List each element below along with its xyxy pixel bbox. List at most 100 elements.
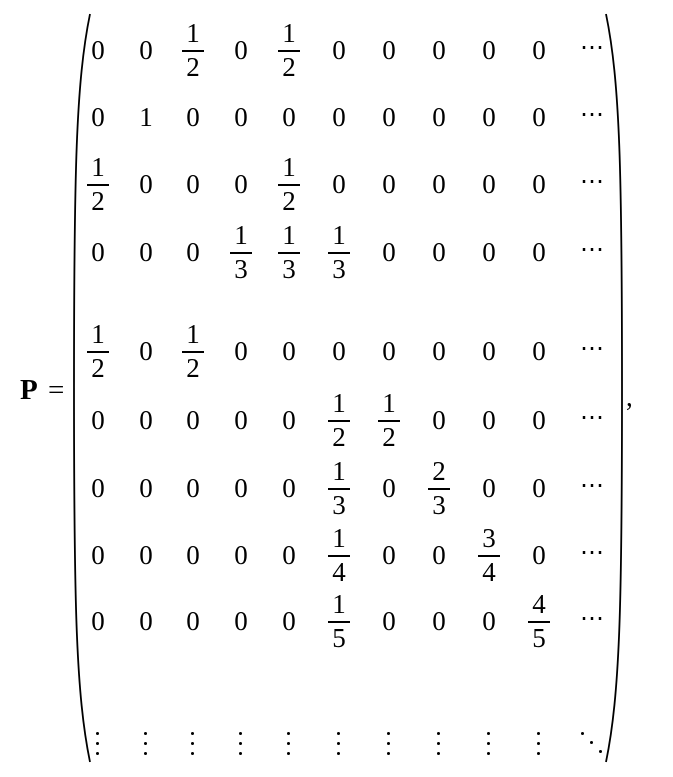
ddot bbox=[590, 741, 593, 744]
matrix-cell: 0 bbox=[532, 35, 546, 65]
vdot bbox=[387, 752, 390, 755]
fraction-numerator: 2 bbox=[432, 456, 446, 486]
fraction-denominator: 3 bbox=[332, 254, 346, 284]
matrix-cell: 0 bbox=[234, 405, 248, 435]
matrix-cell-hdots: ⋯ bbox=[580, 102, 604, 128]
vdot bbox=[287, 752, 290, 755]
matrix-cell-vdots bbox=[285, 730, 293, 758]
matrix-cell: 0 bbox=[482, 35, 496, 65]
fraction-denominator: 4 bbox=[332, 557, 346, 587]
vdot bbox=[537, 742, 540, 745]
matrix-cell: 0 bbox=[282, 405, 296, 435]
fraction-bar bbox=[478, 555, 500, 557]
vdot bbox=[487, 742, 490, 745]
matrix-cell: 0 bbox=[139, 473, 153, 503]
matrix-cell-hdots: ⋯ bbox=[580, 606, 604, 632]
matrix-cell: 0 bbox=[432, 606, 446, 636]
fraction-numerator: 3 bbox=[482, 523, 496, 553]
fraction-denominator: 2 bbox=[91, 186, 105, 216]
fraction-denominator: 3 bbox=[432, 490, 446, 520]
matrix-cell: 0 bbox=[234, 169, 248, 199]
matrix-cell: 0 bbox=[382, 237, 396, 267]
matrix-cell: 0 bbox=[532, 102, 546, 132]
matrix-cell: 0 bbox=[332, 169, 346, 199]
fraction-denominator: 2 bbox=[186, 353, 200, 383]
matrix-cell: 0 bbox=[432, 102, 446, 132]
matrix-cell: 0 bbox=[282, 473, 296, 503]
vdot bbox=[537, 752, 540, 755]
matrix-cell: 0 bbox=[382, 336, 396, 366]
vdot bbox=[191, 752, 194, 755]
matrix-cell: 0 bbox=[432, 405, 446, 435]
vdot bbox=[337, 732, 340, 735]
matrix-cell: 0 bbox=[432, 336, 446, 366]
matrix-cell-hdots: ⋯ bbox=[580, 540, 604, 566]
matrix-cell: 0 bbox=[91, 606, 105, 636]
fraction-bar bbox=[528, 621, 550, 623]
fraction-bar bbox=[230, 252, 252, 254]
matrix-cell-vdots bbox=[335, 730, 343, 758]
vdot bbox=[437, 732, 440, 735]
matrix-cell: 0 bbox=[532, 237, 546, 267]
vdot bbox=[487, 732, 490, 735]
fraction-bar bbox=[278, 50, 300, 52]
vdot bbox=[144, 742, 147, 745]
fraction-numerator: 1 bbox=[282, 152, 296, 182]
matrix-cell-hdots: ⋯ bbox=[580, 35, 604, 61]
matrix-cell: 0 bbox=[186, 540, 200, 570]
matrix-cell: 0 bbox=[432, 169, 446, 199]
matrix-cell-vdots bbox=[485, 730, 493, 758]
matrix-cell: 0 bbox=[139, 169, 153, 199]
fraction-denominator: 2 bbox=[282, 186, 296, 216]
matrix-cell: 0 bbox=[91, 405, 105, 435]
vdot bbox=[96, 742, 99, 745]
fraction-bar bbox=[328, 252, 350, 254]
vdot bbox=[96, 732, 99, 735]
fraction-denominator: 3 bbox=[234, 254, 248, 284]
matrix-cell: 0 bbox=[234, 336, 248, 366]
matrix-cell: 0 bbox=[432, 540, 446, 570]
fraction-bar bbox=[428, 488, 450, 490]
vdot bbox=[144, 732, 147, 735]
fraction-numerator: 1 bbox=[332, 523, 346, 553]
fraction-bar bbox=[328, 420, 350, 422]
vdot bbox=[239, 742, 242, 745]
matrix-cell-hdots: ⋯ bbox=[580, 336, 604, 362]
matrix-cell: 0 bbox=[332, 102, 346, 132]
matrix-cell: 0 bbox=[382, 473, 396, 503]
fraction-denominator: 4 bbox=[482, 557, 496, 587]
fraction-numerator: 1 bbox=[332, 220, 346, 250]
left-parenthesis bbox=[73, 13, 91, 763]
right-parenthesis bbox=[605, 13, 623, 763]
matrix-cell-ddots bbox=[579, 730, 605, 754]
matrix-cell: 0 bbox=[532, 336, 546, 366]
fraction-denominator: 2 bbox=[332, 422, 346, 452]
matrix-cell-vdots bbox=[142, 730, 150, 758]
vdot bbox=[387, 742, 390, 745]
matrix-cell: 0 bbox=[332, 336, 346, 366]
matrix-cell: 0 bbox=[234, 102, 248, 132]
fraction-numerator: 1 bbox=[186, 18, 200, 48]
fraction-denominator: 5 bbox=[332, 623, 346, 653]
fraction-denominator: 2 bbox=[91, 353, 105, 383]
matrix-cell: 0 bbox=[186, 606, 200, 636]
vdot bbox=[239, 732, 242, 735]
matrix-cell-hdots: ⋯ bbox=[580, 169, 604, 195]
matrix-cell: 0 bbox=[482, 336, 496, 366]
vdot bbox=[287, 732, 290, 735]
matrix-cell: 0 bbox=[139, 237, 153, 267]
matrix-cell: 0 bbox=[91, 473, 105, 503]
fraction-denominator: 2 bbox=[382, 422, 396, 452]
fraction-numerator: 1 bbox=[91, 152, 105, 182]
